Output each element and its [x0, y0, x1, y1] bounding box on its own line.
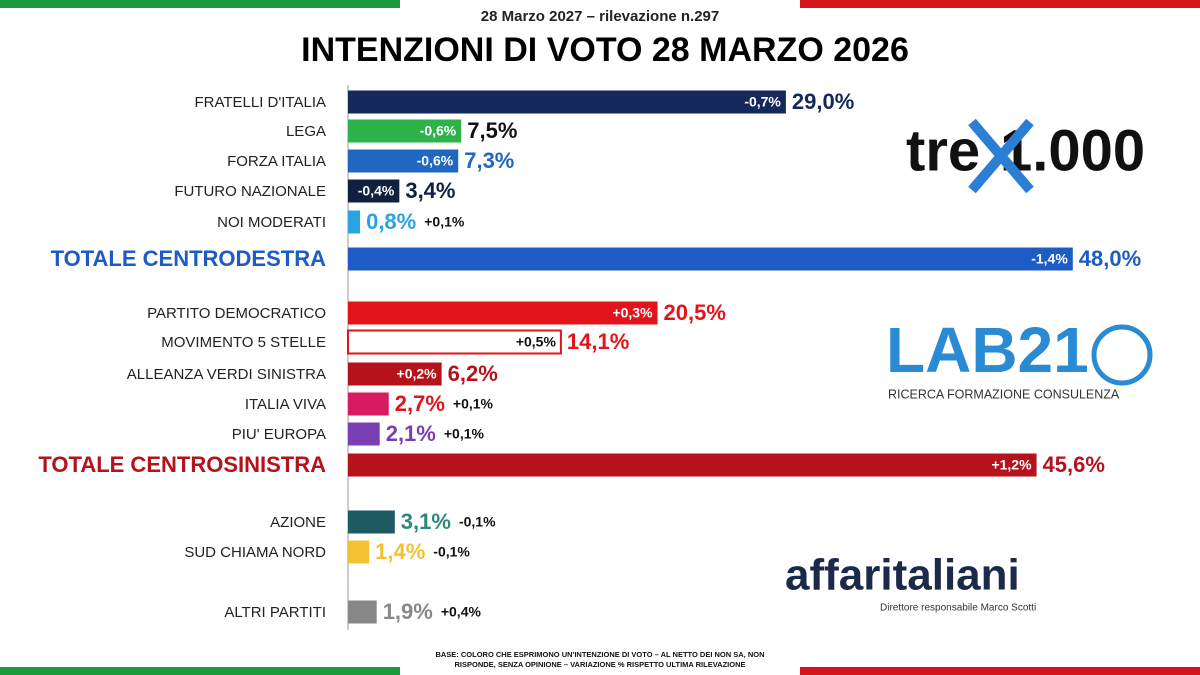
value-label: 48,0% [1079, 246, 1141, 271]
bar [348, 149, 459, 173]
category-label: ALTRI PARTITI [224, 604, 326, 621]
category-label: ITALIA VIVA [245, 396, 326, 413]
bar [348, 210, 361, 234]
bar [348, 422, 380, 446]
value-label: 3,4% [405, 178, 455, 203]
logo-text: affaritaliani [785, 551, 1020, 600]
value-label: 29,0% [792, 89, 854, 114]
change-label: +0,2% [397, 366, 438, 382]
category-label: TOTALE CENTRODESTRA [51, 246, 327, 271]
change-label: -0,1% [459, 514, 496, 530]
category-label: AZIONE [270, 514, 326, 531]
change-label: -0,4% [358, 183, 395, 199]
bar [347, 329, 562, 355]
footnote: BASE: COLORO CHE ESPRIMONO UN'INTENZIONE… [435, 650, 764, 659]
value-label: 6,2% [448, 361, 498, 386]
flag-stripe [0, 667, 400, 675]
change-label: -0,7% [744, 94, 781, 110]
value-label: 1,4% [375, 539, 425, 564]
bar [348, 119, 462, 143]
value-label: 3,1% [401, 509, 451, 534]
bar [348, 247, 1073, 271]
category-label: NOI MODERATI [217, 214, 326, 231]
change-label: -0,1% [433, 544, 470, 560]
value-label: 2,1% [386, 421, 436, 446]
bar [348, 540, 370, 564]
value-label: 0,8% [366, 209, 416, 234]
value-label: 20,5% [664, 300, 726, 325]
category-label: TOTALE CENTROSINISTRA [38, 452, 326, 477]
category-label: PARTITO DEMOCRATICO [147, 305, 326, 322]
change-label: -0,6% [417, 153, 454, 169]
logo-text: LAB21 [886, 314, 1089, 386]
value-label: 7,3% [464, 148, 514, 173]
value-label: 45,6% [1043, 452, 1105, 477]
bar [348, 362, 442, 386]
logo-subtitle: Direttore responsabile Marco Scotti [880, 603, 1036, 614]
footnote: RISPONDE, SENZA OPINIONE – VARIAZIONE % … [455, 660, 746, 669]
subtitle: 28 Marzo 2027 – rilevazione n.297 [481, 8, 719, 25]
category-label: SUD CHIAMA NORD [184, 544, 326, 561]
bar [348, 301, 658, 325]
bar [348, 179, 400, 203]
chart-title: INTENZIONI DI VOTO 28 MARZO 2026 [301, 31, 909, 69]
bar [348, 90, 786, 114]
category-label: FRATELLI D'ITALIA [194, 94, 326, 111]
change-label: +0,5% [516, 334, 557, 350]
bar [348, 392, 389, 416]
flag-stripe [800, 667, 1200, 675]
change-label: -1,4% [1031, 251, 1068, 267]
value-label: 1,9% [383, 599, 433, 624]
change-label: -0,6% [420, 123, 457, 139]
category-label: ALLEANZA VERDI SINISTRA [127, 366, 326, 383]
category-label: FORZA ITALIA [227, 153, 326, 170]
category-label: PIU' EUROPA [232, 426, 326, 443]
change-label: +0,1% [424, 214, 465, 230]
change-label: +0,3% [612, 305, 653, 321]
logo-x [968, 118, 1034, 194]
flag-stripe [800, 0, 1200, 8]
logo-text: tre [906, 118, 980, 183]
bar [348, 453, 1037, 477]
category-label: LEGA [286, 123, 326, 140]
change-label: +0,4% [441, 604, 482, 620]
change-label: +0,1% [453, 396, 494, 412]
value-label: 2,7% [395, 391, 445, 416]
category-label: FUTURO NAZIONALE [174, 183, 326, 200]
bar [348, 600, 377, 624]
value-label: 7,5% [467, 118, 517, 143]
change-label: +0,1% [444, 426, 485, 442]
value-label: 14,1% [567, 329, 629, 354]
logo-icon [1091, 324, 1153, 386]
bar [348, 510, 395, 534]
change-label: +1,2% [991, 457, 1032, 473]
flag-stripe [0, 0, 400, 8]
category-label: MOVIMENTO 5 STELLE [161, 334, 326, 351]
logo-subtitle: RICERCA FORMAZIONE CONSULENZA [888, 387, 1120, 401]
